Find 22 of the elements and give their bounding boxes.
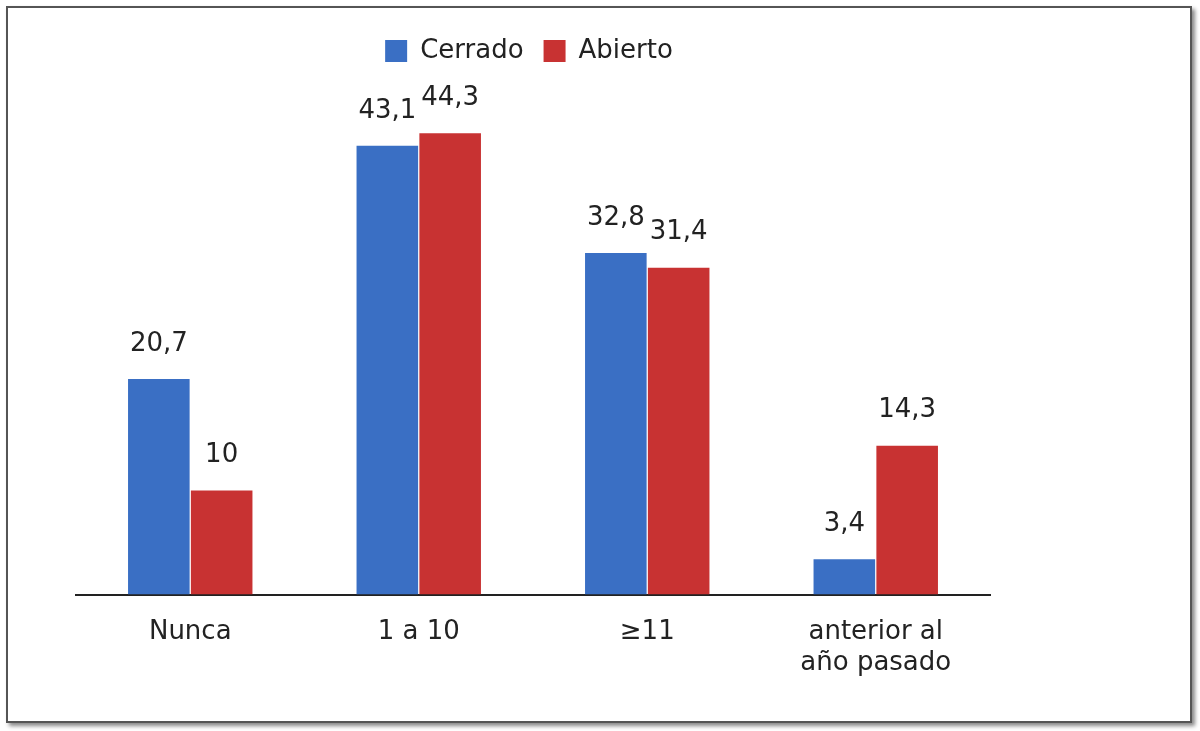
legend-label: Cerrado xyxy=(420,33,524,64)
data-label: 20,7 xyxy=(129,326,188,357)
x-tick-label: anterior al año pasado xyxy=(800,614,952,677)
data-label: 32,8 xyxy=(586,200,645,231)
legend-label: Abierto xyxy=(578,33,673,64)
bar xyxy=(813,559,876,595)
data-label: 14,3 xyxy=(878,393,937,424)
data-label: 3,4 xyxy=(823,506,866,537)
bar xyxy=(585,253,647,595)
bar xyxy=(876,445,938,595)
bar xyxy=(647,267,710,595)
x-tick-label: Nunca xyxy=(148,614,232,645)
data-label: 10 xyxy=(205,438,239,469)
x-tick-label: ≥11 xyxy=(619,614,675,645)
x-tick-label: 1 a 10 xyxy=(377,614,460,645)
bar xyxy=(128,379,190,595)
bar xyxy=(190,490,253,595)
bar xyxy=(356,145,419,595)
data-label: 44,3 xyxy=(421,81,480,112)
data-label: 31,4 xyxy=(649,215,708,246)
bar xyxy=(419,133,481,595)
data-label: 43,1 xyxy=(358,93,417,124)
